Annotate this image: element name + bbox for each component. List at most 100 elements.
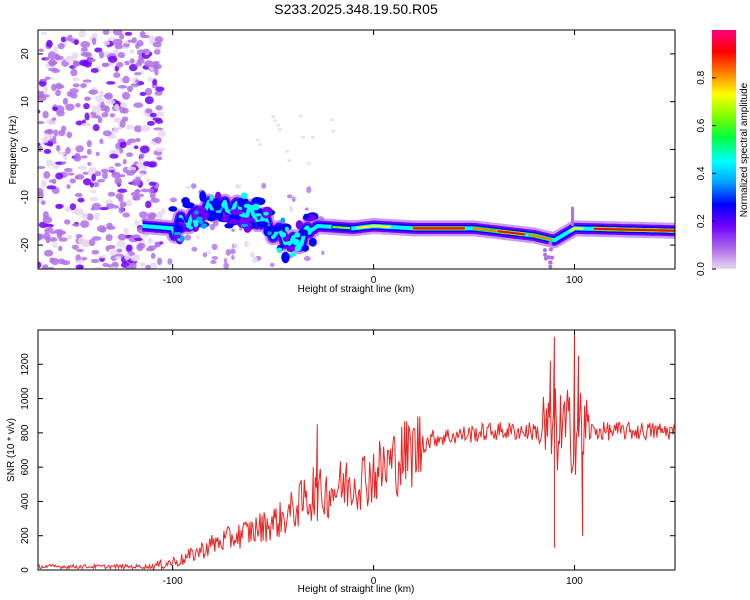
noise-blob	[113, 126, 119, 134]
snr-frame	[37, 329, 676, 571]
noise-blob	[97, 116, 103, 124]
noise-blob	[548, 260, 553, 265]
noise-blob	[83, 103, 90, 110]
noise-blob	[90, 68, 99, 74]
noise-blob	[91, 32, 98, 38]
noise-blob	[58, 237, 68, 242]
noise-blob	[147, 76, 154, 82]
noise-blob	[205, 250, 212, 255]
noise-blob	[103, 40, 111, 46]
signal-blob	[295, 220, 304, 230]
noise-blob	[66, 184, 71, 189]
noise-blob	[139, 153, 145, 159]
y-tick-label: 10	[20, 96, 31, 108]
noise-blob	[143, 160, 151, 167]
noise-blob	[67, 34, 73, 42]
signal-blob	[194, 210, 199, 215]
snr-plot-area	[38, 330, 675, 570]
noise-blob	[548, 247, 553, 252]
noise-blob	[100, 101, 105, 109]
noise-blob	[57, 151, 67, 155]
noise-blob	[306, 186, 312, 194]
noise-blob	[271, 115, 276, 119]
noise-blob	[223, 258, 228, 263]
noise-blob	[154, 119, 164, 124]
noise-blob	[38, 145, 43, 153]
noise-blob	[306, 161, 311, 165]
noise-blob	[48, 67, 58, 72]
noise-blob	[107, 37, 116, 41]
signal-blob	[188, 226, 193, 230]
noise-blob	[56, 110, 65, 117]
noise-blob	[86, 140, 92, 148]
noise-blob	[153, 127, 164, 131]
noise-blob	[91, 236, 102, 241]
noise-blob	[300, 135, 305, 139]
noise-blob	[103, 94, 112, 98]
signal-blob	[209, 195, 214, 202]
noise-blob	[190, 183, 197, 189]
signal-blob	[284, 226, 289, 232]
noise-blob	[273, 119, 278, 123]
noise-blob	[543, 252, 548, 257]
noise-blob	[102, 262, 110, 268]
noise-blob	[139, 91, 147, 97]
noise-blob	[45, 236, 51, 244]
noise-blob	[153, 62, 159, 70]
noise-blob	[66, 131, 73, 139]
ridge-core	[332, 225, 351, 230]
noise-blob	[81, 122, 91, 127]
y-tick-label: -20	[20, 237, 31, 252]
noise-blob	[75, 145, 84, 153]
signal-blob	[294, 244, 302, 252]
noise-blob	[148, 181, 157, 186]
noise-blob	[134, 237, 143, 242]
noise-blob	[117, 233, 127, 241]
noise-blob	[88, 238, 96, 247]
noise-blob	[148, 35, 157, 43]
noise-blob	[150, 197, 160, 203]
noise-blob	[41, 264, 49, 269]
noise-blob	[57, 43, 65, 50]
noise-blob	[139, 173, 144, 177]
noise-blob	[51, 178, 57, 185]
noise-blob	[124, 60, 130, 66]
noise-blob	[140, 188, 150, 193]
noise-blob	[45, 56, 50, 61]
noise-blob	[229, 248, 236, 255]
noise-blob	[43, 85, 49, 93]
colorbar-tick-label: 0.2	[696, 214, 707, 228]
spectrogram-heatmap	[38, 30, 675, 269]
noise-blob	[99, 90, 104, 98]
noise-blob	[133, 72, 142, 76]
signal-blob	[215, 191, 222, 201]
signal-blob	[179, 235, 185, 243]
noise-blob	[101, 111, 109, 118]
noise-blob	[114, 177, 122, 186]
signal-blob	[281, 251, 290, 264]
noise-blob	[102, 130, 112, 137]
noise-blob	[95, 151, 100, 157]
noise-blob	[331, 129, 336, 133]
noise-blob	[154, 36, 164, 44]
noise-blob	[287, 159, 292, 163]
noise-blob	[91, 249, 100, 255]
noise-blob	[107, 191, 116, 197]
signal-blob	[196, 216, 203, 222]
noise-blob	[249, 251, 255, 258]
noise-blob	[154, 136, 162, 144]
y-tick-label: 200	[20, 527, 31, 544]
noise-blob	[93, 181, 100, 188]
noise-blob	[142, 34, 150, 39]
noise-blob	[155, 105, 163, 111]
noise-blob	[144, 87, 153, 96]
colorbar-ticks: 0.0 0.2 0.4 0.6 0.8	[696, 70, 716, 276]
noise-blob	[80, 47, 88, 52]
noise-blob	[145, 108, 153, 114]
signal-blob	[240, 223, 249, 228]
noise-blob	[105, 203, 116, 209]
noise-blob	[91, 37, 97, 46]
noise-blob	[121, 91, 131, 100]
noise-blob	[156, 111, 165, 117]
